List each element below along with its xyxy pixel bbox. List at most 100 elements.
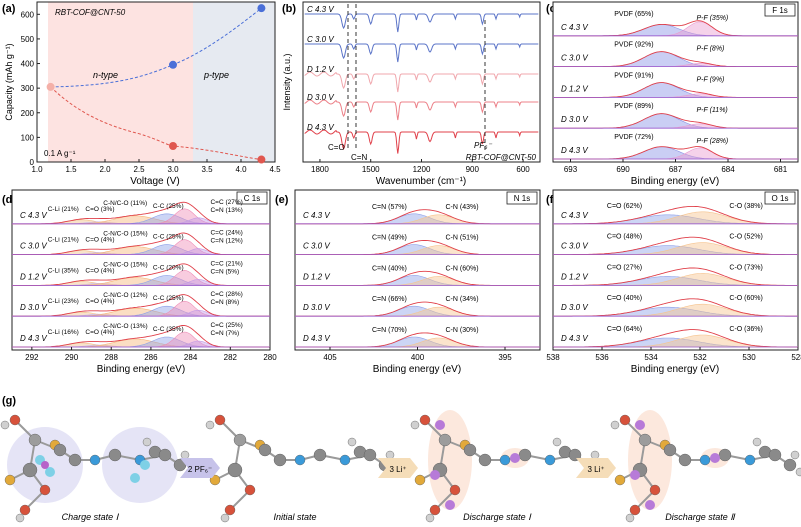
c1s-peak-label: C=N (5%) (210, 268, 239, 275)
c1s-peak-label: C-C (25%) (153, 234, 184, 241)
c1s-peak-label: C-C (35%) (153, 326, 184, 333)
lithium-atom (445, 500, 455, 510)
lithium-atom (635, 420, 645, 430)
x-tick-label: 292 (25, 353, 39, 362)
c1s-peak-label: C-N/C-O (13%) (103, 323, 147, 330)
x-axis-title-e: Binding energy (eV) (373, 364, 461, 375)
p-type-region (193, 2, 275, 162)
panel-label-f: (f) (546, 194, 557, 206)
pvdf-label: PVDF (89%) (614, 103, 653, 110)
atom (629, 504, 641, 516)
atom (768, 448, 782, 462)
atom (108, 448, 122, 462)
x-tick-label: 532 (693, 353, 707, 362)
x-tick-label: 395 (498, 353, 512, 362)
co-double-label: C=O (64%) (607, 326, 642, 333)
c1s-peak-label: C=C (24%) (210, 230, 242, 237)
spectrum-label: D 1.2 V (303, 272, 330, 281)
c1s-peak-label: C=C (25%) (210, 322, 242, 329)
atom (744, 454, 756, 466)
element-box-f (764, 191, 796, 205)
x-axis-title-b: Wavenumber (cm⁻¹) (376, 176, 466, 187)
cn-double-label: C=N (49%) (372, 235, 407, 242)
spectrum-label: D 3.0 V (561, 303, 588, 312)
atom (718, 448, 732, 462)
c1s-peak-label: C-C (20%) (153, 264, 184, 271)
co-single-label: C-O (36%) (729, 326, 762, 333)
c1s-peak-label: C-N/C-O (15%) (103, 261, 147, 268)
x-tick-label: 536 (595, 353, 609, 362)
c1s-peak-label: C-N/C-O (12%) (103, 292, 147, 299)
x-axis-title-c: Binding energy (eV) (631, 176, 719, 187)
pf-label: P-F (9%) (697, 76, 725, 83)
atom (619, 414, 631, 426)
spectrum-label: C 3.0 V (561, 242, 588, 251)
x-tick-label-b: 1200 (413, 165, 431, 174)
series-a (46, 4, 266, 164)
state-label-initial: Initial state (273, 512, 316, 522)
atom (19, 504, 31, 516)
spectrum-label: D 4.3 V (561, 146, 588, 155)
atom (9, 414, 21, 426)
co-label: C=O (328, 143, 345, 152)
panel-label-e: (e) (275, 194, 289, 206)
state-label-discharge-2: Discharge state Ⅱ (665, 512, 736, 522)
fluorine-atom (140, 460, 150, 470)
cn-single-label: C-N (51%) (446, 235, 479, 242)
pf-label: P-F (8%) (697, 46, 725, 53)
atom (625, 513, 635, 523)
ftir-curve (304, 99, 539, 121)
pf-label: P-F (35%) (697, 15, 729, 22)
cn-single-label: C-N (30%) (446, 327, 479, 334)
c1s-peak-label: C=C (28%) (210, 291, 242, 298)
atom (28, 433, 42, 447)
c1s-peak-label: C-Li (23%) (48, 298, 79, 305)
panel-f: (f) O 1s C 4.3 V C=O (62%) C-O (38%) C 3.0 … (546, 189, 801, 375)
x-ticks-c: 693 690 687 684 681 (564, 159, 788, 174)
x-tick-label-a: 2.5 (133, 165, 145, 174)
pvdf-label: PVDF (72%) (614, 134, 653, 141)
cn-single-label: C-N (34%) (446, 296, 479, 303)
x-tick-label: 286 (144, 353, 158, 362)
x-tick-label-b: 600 (516, 165, 530, 174)
x-ticks-e: 405 400 395 (323, 347, 512, 362)
element-label-e: N 1s (514, 194, 530, 203)
x-tick-label: 690 (616, 165, 630, 174)
atom (678, 453, 692, 467)
atom (410, 420, 420, 430)
spectrum-label: D 3.0 V (303, 303, 330, 312)
spectrum-label: C 3.0 V (303, 242, 330, 251)
x-tick-label: 284 (184, 353, 198, 362)
x-tick-label: 687 (669, 165, 683, 174)
arrow-li2-label: 3 Li⁺ (587, 465, 604, 474)
x-tick-label: 693 (564, 165, 578, 174)
xps-n1s-spectra: C 4.3 V C=N (57%) C-N (43%) C 3.0 V C=N (49%… (295, 204, 540, 348)
atom (544, 454, 556, 466)
y-tick-label-a: 300 (21, 84, 35, 93)
co-double-label: C=O (48%) (607, 234, 642, 241)
c1s-peak-label: C=O (3%) (85, 206, 114, 213)
ftir-series-label: C 4.3 V (307, 5, 334, 14)
atom (0, 420, 10, 430)
atom (463, 443, 477, 457)
co-double-label: C=O (62%) (607, 203, 642, 210)
charge-point (46, 82, 55, 91)
arrow-pf6-shape (180, 458, 220, 478)
ftir-curve (304, 129, 539, 154)
atom (224, 504, 236, 516)
arrow-li2-shape (576, 458, 616, 478)
spectrum-label: D 1.2 V (561, 272, 588, 281)
y-axis-title-b: Intensity (a.u.) (282, 53, 292, 110)
x-tick-label: 282 (224, 353, 238, 362)
atom (214, 414, 226, 426)
c1s-peak-label: C-Li (16%) (48, 329, 79, 336)
atom (649, 484, 661, 496)
atom (227, 462, 243, 478)
cn-double-label: C=N (70%) (372, 327, 407, 334)
x-axis-title-d: Binding energy (eV) (97, 364, 185, 375)
atom (339, 454, 351, 466)
panel-d: (d) C 1s C 4.3 VC-Li (21%) C=O (3%)C-N/C-… (2, 189, 277, 375)
element-box-e (506, 191, 538, 205)
x-ticks-d: 292 290 288 286 284 282 280 (25, 347, 277, 362)
envelope-curve (553, 298, 798, 317)
